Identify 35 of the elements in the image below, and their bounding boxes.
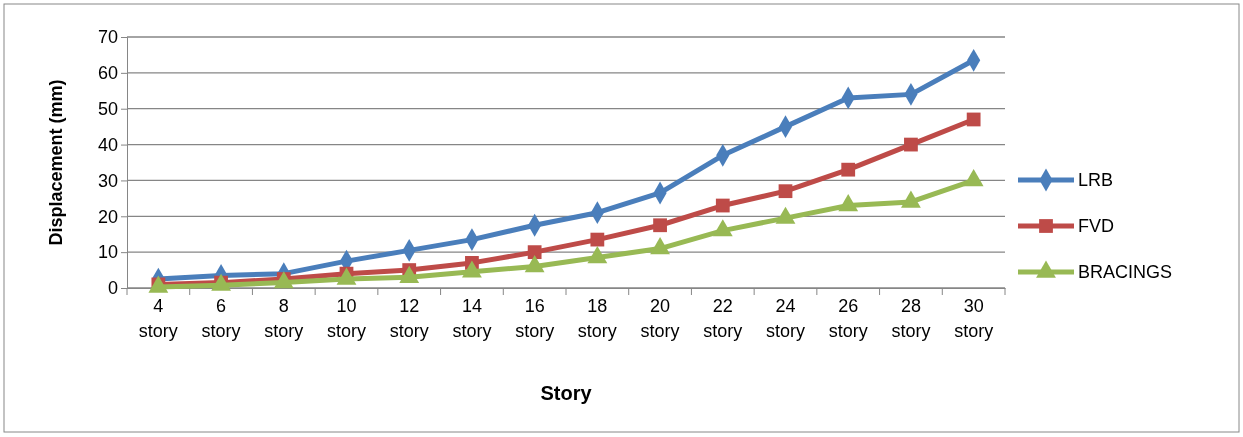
x-tick-label: 26 story xyxy=(828,296,868,341)
x-tick-label: 18 story xyxy=(577,296,617,341)
x-tick-label: 22 story xyxy=(703,296,743,341)
x-tick-label: 28 story xyxy=(891,296,931,341)
x-tick-label: 14 story xyxy=(452,296,492,341)
point xyxy=(653,218,667,233)
y-tick-label: 0 xyxy=(107,278,118,299)
x-tick-label: 8 story xyxy=(264,296,304,341)
y-tick-label: 30 xyxy=(97,170,118,191)
y-axis-title: Displacement (mm) xyxy=(46,79,66,246)
point xyxy=(527,245,542,260)
x-tick-label: 6 story xyxy=(201,296,241,341)
legend-label: FVD xyxy=(1078,216,1114,236)
x-tick-label: 20 story xyxy=(640,296,680,341)
point xyxy=(904,137,918,152)
legend-label: BRACINGS xyxy=(1078,262,1173,282)
x-tick-label: 30 story xyxy=(954,296,994,341)
x-tick-label: 12 story xyxy=(389,296,429,341)
point xyxy=(778,184,793,199)
x-tick-label: 16 story xyxy=(515,296,555,341)
point xyxy=(590,232,605,247)
x-tick-label: 24 story xyxy=(765,296,806,341)
legend-label: LRB xyxy=(1078,170,1114,190)
y-tick-label: 20 xyxy=(97,206,118,227)
y-tick-label: 10 xyxy=(97,242,118,263)
x-axis-title: Story xyxy=(540,382,593,404)
x-tick-label: 10 story xyxy=(326,296,367,341)
y-tick-label: 40 xyxy=(97,134,118,155)
point xyxy=(715,198,730,213)
y-tick-label: 50 xyxy=(97,98,118,119)
y-tick-label: 70 xyxy=(97,27,118,48)
point xyxy=(841,162,856,177)
point xyxy=(966,112,981,127)
x-tick-label: 4 story xyxy=(138,296,178,341)
y-tick-label: 60 xyxy=(97,63,118,84)
